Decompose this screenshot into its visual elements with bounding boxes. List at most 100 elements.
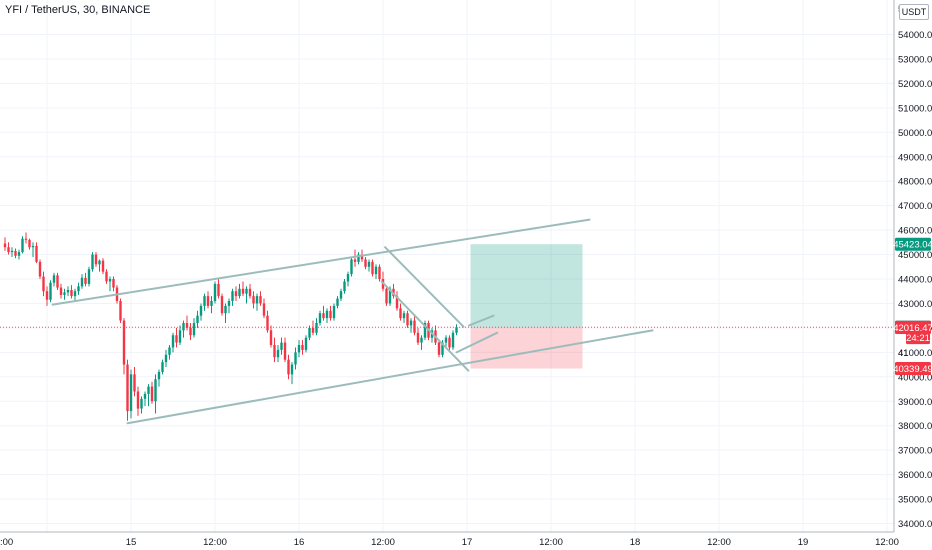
price-tick-label: 47000.00	[898, 201, 932, 212]
candle	[336, 296, 339, 309]
price-tag-background	[906, 331, 930, 345]
trendline-drawings[interactable]	[51, 218, 654, 425]
candle-body	[318, 313, 322, 324]
candle	[311, 320, 315, 336]
time-tick-label: 12:00	[371, 537, 395, 548]
candle-body	[245, 288, 248, 294]
candle	[395, 291, 399, 311]
candle-body	[385, 288, 388, 304]
currency-unit-button[interactable]: USDT	[899, 4, 929, 20]
candle	[269, 325, 273, 348]
candle-body	[217, 283, 220, 297]
price-tick-label: 49000.00	[898, 152, 932, 163]
candle-body	[301, 345, 304, 350]
candle-body	[357, 254, 360, 262]
candle	[248, 283, 252, 299]
candle	[101, 258, 105, 275]
price-tick-label: 48000.00	[898, 177, 932, 188]
price-tick-label: 37000.00	[898, 446, 932, 457]
candle	[77, 282, 80, 295]
price-tag-label: 24:21	[906, 333, 930, 344]
candle-body	[255, 296, 259, 304]
candle	[301, 340, 304, 355]
candle	[42, 271, 45, 297]
candle-body	[150, 386, 154, 402]
candle	[276, 345, 280, 363]
long-position-tool[interactable]	[470, 244, 583, 369]
candle-body	[437, 342, 441, 355]
candle	[56, 272, 59, 291]
candle	[206, 291, 210, 309]
price-tick-label: 43000.00	[898, 299, 932, 310]
price-tick-label: 35000.00	[898, 495, 932, 506]
candle-body	[234, 291, 238, 297]
trendline	[380, 280, 470, 372]
candle	[157, 369, 161, 387]
trendline	[126, 329, 654, 425]
candle	[70, 285, 73, 299]
candle-body	[105, 271, 108, 282]
candle	[87, 266, 91, 287]
candle-body	[189, 327, 192, 336]
candle-body	[112, 279, 115, 288]
candle	[350, 256, 353, 277]
candle-body	[248, 288, 252, 297]
candle-body	[161, 362, 164, 372]
price-tag-background	[895, 361, 931, 375]
candle	[136, 386, 140, 416]
candle	[21, 236, 24, 254]
candle-body	[84, 277, 87, 284]
candle-body	[329, 310, 332, 319]
candle-body	[231, 291, 234, 302]
candle	[420, 335, 423, 350]
candle-body	[98, 260, 101, 265]
candle-body	[283, 342, 287, 360]
candle-body	[266, 315, 269, 331]
price-tick-label: 44000.00	[898, 275, 932, 286]
candle	[399, 303, 402, 321]
time-tick-label: 16	[294, 537, 305, 548]
candle	[255, 293, 259, 311]
candle	[448, 335, 451, 350]
candle-body	[45, 291, 49, 300]
candle-body	[185, 323, 189, 328]
candle	[392, 283, 395, 299]
candle-body	[346, 274, 350, 282]
time-tick-label: :00	[0, 537, 13, 548]
candle	[315, 318, 318, 336]
candle	[287, 354, 290, 380]
candle-body	[378, 266, 381, 279]
candle-body	[339, 291, 343, 299]
candle	[150, 381, 154, 404]
price-tick-label: 41000.00	[898, 348, 932, 359]
price-tag: 40339.49	[893, 361, 932, 375]
candle-body	[311, 327, 315, 333]
candle-body	[66, 290, 70, 293]
candle	[119, 298, 122, 324]
candle-body	[238, 288, 241, 297]
candle-body	[455, 327, 458, 333]
candle-body	[262, 303, 266, 316]
candle-body	[290, 364, 294, 375]
candle	[346, 271, 350, 287]
candle-body	[315, 323, 318, 333]
candle	[231, 288, 234, 306]
candle	[45, 286, 49, 306]
candle	[259, 291, 262, 306]
candle-body	[129, 374, 133, 412]
candle	[35, 242, 38, 264]
candle	[203, 293, 206, 311]
candle-body	[24, 238, 28, 240]
candle-body	[157, 371, 161, 380]
price-tick-label: 38000.00	[898, 421, 932, 432]
candle	[241, 281, 245, 297]
candle-body	[3, 243, 7, 248]
candle	[357, 252, 360, 265]
candle	[224, 303, 227, 324]
price-tag-label: 42016.47	[893, 323, 932, 334]
candle-body	[35, 245, 38, 262]
candle	[10, 247, 14, 257]
candle	[374, 264, 378, 279]
candle-body	[31, 245, 35, 248]
